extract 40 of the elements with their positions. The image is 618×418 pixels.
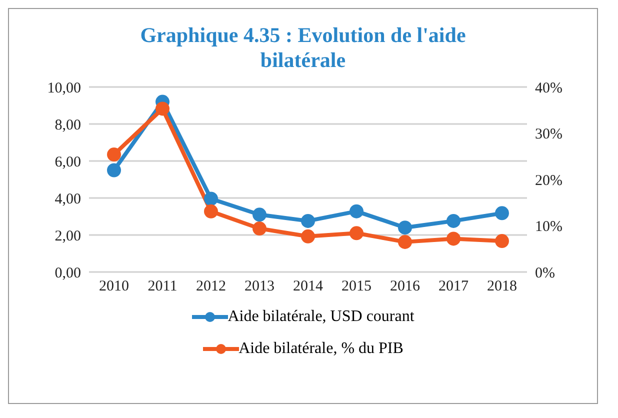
point — [495, 234, 509, 248]
x-tick-label: 2018 — [487, 278, 517, 295]
y-tick-label: 8,00 — [54, 117, 81, 134]
x-tick-label: 2012 — [196, 278, 226, 295]
x-tick-label: 2011 — [148, 278, 178, 295]
x-tick-label: 2014 — [293, 278, 324, 295]
y-tick-label: 0,00 — [54, 265, 81, 282]
x-tick-label: 2015 — [342, 278, 372, 295]
point — [204, 204, 218, 218]
y-tick-label: 6,00 — [54, 154, 81, 170]
point — [398, 234, 412, 249]
point — [156, 102, 170, 116]
x-tick-label: 2017 — [438, 278, 469, 295]
x-tick-label: 2013 — [244, 278, 274, 295]
point — [204, 192, 218, 206]
y2-tick-label: 10% — [535, 219, 562, 236]
y2-tick-label: 30% — [535, 126, 562, 143]
point — [301, 229, 315, 244]
y2-tick-label: 0% — [535, 265, 555, 282]
chart-title: Graphique 4.35 : Evolution de l'aide bilatérale — [139, 23, 467, 73]
point — [107, 148, 121, 162]
point — [446, 214, 460, 228]
legend-label: Aide bilatérale, USD courant — [228, 308, 414, 326]
legend-label: Aide bilatérale, % du PIB — [238, 340, 404, 358]
y-tick-label: 10,00 — [47, 80, 81, 96]
x-tick-label: 2016 — [390, 278, 420, 295]
y-tick-label: 4,00 — [54, 191, 81, 208]
y2-tick-label: 40% — [535, 80, 562, 96]
point — [398, 220, 412, 235]
point — [107, 163, 121, 178]
point — [446, 232, 460, 246]
x-tick-label: 2010 — [99, 278, 129, 295]
point — [301, 214, 315, 228]
point — [252, 222, 266, 236]
point — [495, 206, 509, 220]
y-tick-label: 2,00 — [54, 228, 81, 244]
point — [350, 226, 364, 240]
y2-tick-label: 20% — [535, 172, 562, 189]
point — [350, 204, 364, 218]
point — [252, 208, 266, 222]
